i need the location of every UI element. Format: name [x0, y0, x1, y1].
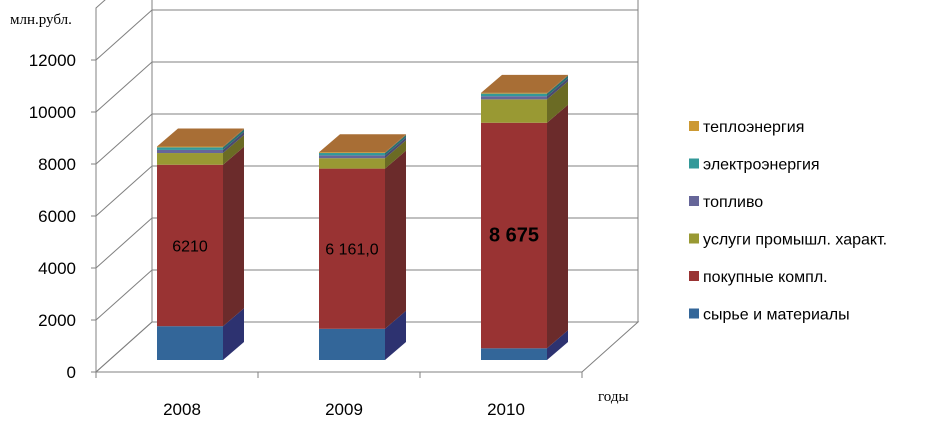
data-label: 8 675: [489, 225, 539, 247]
gridline-side: [95, 269, 153, 321]
gridline-side: [95, 9, 153, 61]
bar-segment: [481, 93, 547, 97]
bar-segment-side: [385, 310, 406, 360]
bar-segment: [319, 168, 385, 329]
bar-segment-side: [223, 128, 244, 148]
bar-segment: [481, 96, 547, 100]
gridline-side: [95, 165, 153, 217]
side-wall: [95, 0, 153, 374]
bar-segment-side: [223, 131, 244, 154]
legend-label: топливо: [703, 194, 763, 211]
bar-segment-side: [385, 137, 406, 159]
legend-swatch: [689, 196, 699, 206]
bar-segment-top: [481, 74, 568, 93]
bar-segment: [319, 153, 385, 156]
y-tick-label: 8000: [38, 155, 76, 174]
legend-label: электроэнергия: [703, 157, 820, 174]
legend: теплоэнергия электроэнергия топливо услуги …: [689, 119, 887, 324]
x-tick-labels: 2008 2009 2010: [163, 400, 525, 419]
bar-segment: [319, 328, 385, 360]
bar-segment-side: [547, 78, 568, 100]
bar-segment-top: [157, 128, 244, 147]
bar-segment-side: [223, 308, 244, 360]
bar-segment-side: [547, 81, 568, 123]
y-tick-label: 2000: [38, 311, 76, 330]
bar-segment-side: [223, 146, 244, 327]
data-label: 6 161,0: [325, 242, 378, 259]
x-tick-label: 2010: [487, 400, 525, 419]
legend-label: услуги промышл. характ.: [703, 232, 887, 249]
bar-segment: [157, 149, 223, 154]
y-tick-labels: 0 2000 4000 6000 8000 10000 12000: [29, 51, 76, 382]
legend-label: сырье и материалы: [703, 307, 850, 324]
bar-segment: [481, 122, 547, 349]
gridline-side: [95, 113, 153, 165]
legend-swatch: [689, 271, 699, 281]
legend-swatch: [689, 308, 699, 319]
bar-segment-side: [385, 140, 406, 169]
y-tick-label: 4000: [38, 259, 76, 278]
gridline-side: [95, 217, 153, 269]
legend-swatch: [689, 158, 699, 169]
legend-swatch: [689, 121, 699, 131]
bar-segment-side: [223, 129, 244, 150]
bar-segment-side: [547, 74, 568, 94]
y-unit-label: млн.рубл.: [10, 12, 72, 28]
bar-segment: [157, 326, 223, 360]
legend-label: теплоэнергия: [703, 119, 804, 136]
data-label: 6210: [172, 238, 208, 255]
bar-segment-side: [385, 134, 406, 154]
data-labels: 6210 6 161,0 8 675: [172, 225, 539, 259]
bar-segment: [157, 164, 223, 327]
bar-segment: [481, 92, 547, 94]
y-tick-label: 0: [67, 363, 76, 382]
legend-swatch: [689, 233, 699, 244]
bar-segment-top: [319, 134, 406, 153]
bar-segment: [319, 155, 385, 159]
y-tick-label: 10000: [29, 103, 76, 122]
bar-segment: [319, 152, 385, 154]
bar-segment: [157, 146, 223, 148]
bar-segment: [157, 147, 223, 150]
bar-segment: [319, 158, 385, 169]
bars: [157, 74, 568, 360]
bar-segment: [481, 348, 547, 360]
axes: [91, 8, 583, 378]
bar-segment: [481, 99, 547, 123]
bar-segment: [157, 153, 223, 165]
gridline-side: [95, 61, 153, 113]
bar-segment-side: [547, 104, 568, 349]
x-tick-label: 2008: [163, 400, 201, 419]
bar-segment-side: [547, 75, 568, 97]
bar-segment-side: [547, 330, 568, 360]
x-tick-label: 2009: [325, 400, 363, 419]
y-tick-label: 6000: [38, 207, 76, 226]
bar-segment-side: [223, 135, 244, 165]
x-unit-label: годы: [598, 389, 629, 405]
legend-label: покупные компл.: [703, 269, 828, 286]
y-tick-label: 12000: [29, 51, 76, 70]
bar-segment-side: [385, 135, 406, 156]
bar-segment-side: [385, 150, 406, 329]
